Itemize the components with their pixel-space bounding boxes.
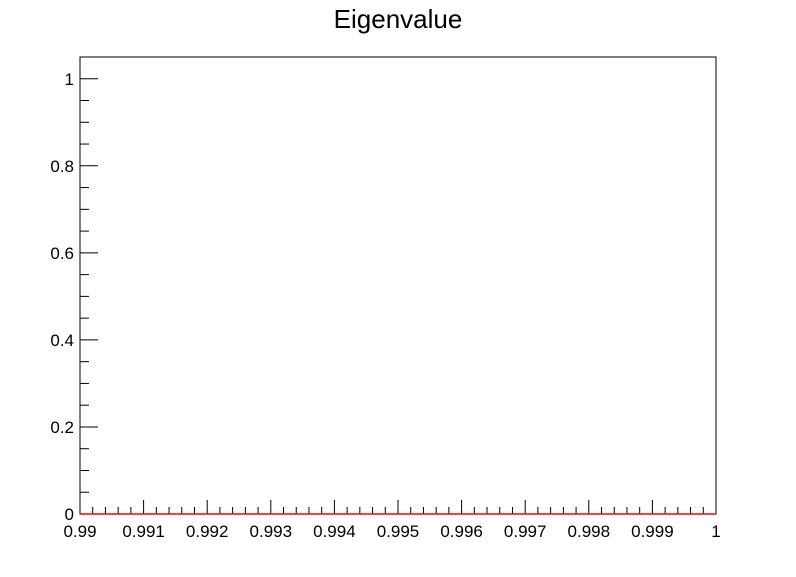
plot-frame [79,56,717,515]
axes-layer: 0.99 0.991 0.992 0.993 0.994 0.995 0.996 0.997 0… [50,70,720,541]
y-tick-label: 0.2 [50,418,74,437]
y-tick-label: 0 [65,505,74,524]
y-tick-label: 0.4 [50,331,74,350]
x-tick-label: 0.999 [631,522,674,541]
y-tick-label: 1 [65,70,74,89]
x-tick-label: 1 [711,522,720,541]
x-tick-label: 0.998 [568,522,611,541]
x-tick-label: 0.991 [122,522,165,541]
x-tick-label: 0.99 [63,522,96,541]
x-tick-label: 0.994 [313,522,356,541]
x-tick-label: 0.997 [504,522,547,541]
x-tick-label: 0.995 [377,522,420,541]
y-tick-label: 0.6 [50,244,74,263]
chart-title: Eigenvalue [334,4,463,34]
y-tick-label: 0.8 [50,157,74,176]
x-tick-label: 0.993 [250,522,293,541]
x-tick-label: 0.992 [186,522,229,541]
x-tick-label: 0.996 [440,522,483,541]
